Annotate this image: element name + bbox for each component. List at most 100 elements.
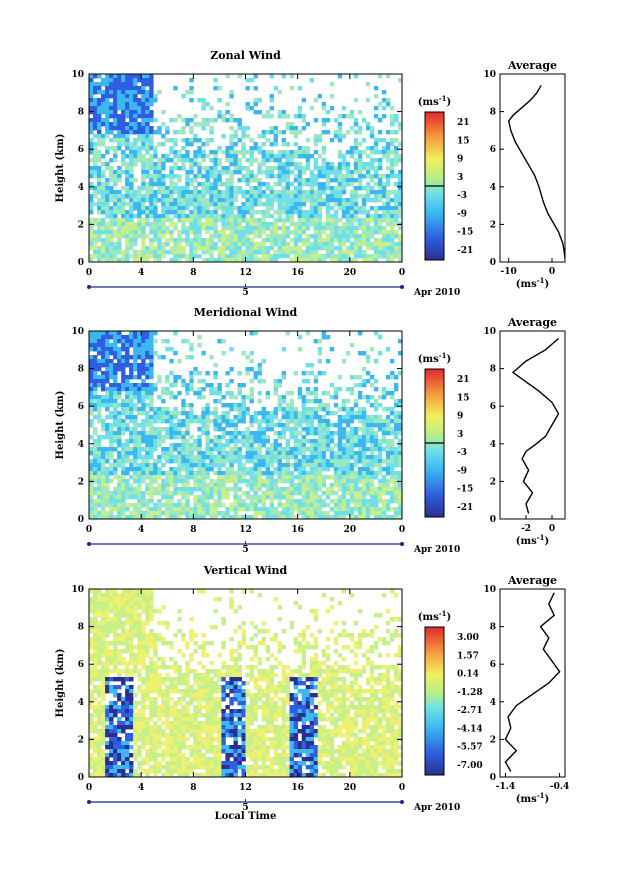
y-tick-label: 0: [78, 773, 84, 783]
date-day: 5: [242, 288, 248, 298]
y-tick-label: 6: [78, 402, 84, 412]
y-axis-label: Height (km): [55, 649, 66, 718]
colorbar-tick-label: -5.57: [457, 743, 483, 753]
colorbar: [425, 627, 444, 775]
x-tick-label: 0: [86, 525, 92, 535]
x-tick-label: 20: [344, 268, 357, 278]
colorbar-unit: (ms-1): [418, 351, 451, 365]
colorbar-tick-label: 1.57: [457, 651, 479, 661]
average-y-tick-label: 10: [483, 70, 496, 80]
x-tick-label: 16: [291, 268, 304, 278]
x-tick-label: 0: [86, 783, 92, 793]
colorbar-tick-label: 21: [457, 375, 470, 385]
y-tick-label: 2: [78, 477, 84, 487]
x-tick-label: 4: [138, 525, 144, 535]
average-frame: [500, 331, 565, 519]
y-tick-label: 8: [78, 108, 84, 118]
x-tick-label: 12: [239, 783, 252, 793]
x-axis-label: Local Time: [215, 811, 277, 822]
average-y-tick-label: 10: [483, 585, 496, 595]
x-tick-label: 4: [138, 268, 144, 278]
average-title: Average: [507, 316, 557, 329]
panel-title: Meridional Wind: [194, 306, 298, 319]
x-tick-label: 0: [86, 268, 92, 278]
colorbar-tick-label: -9: [457, 209, 467, 219]
date-label: Apr 2010: [413, 288, 460, 298]
colorbar-tick-label: 15: [457, 393, 470, 403]
colorbar-tick-label: -21: [457, 246, 473, 256]
average-title: Average: [507, 59, 557, 72]
y-tick-label: 2: [78, 220, 84, 230]
y-tick-label: 8: [78, 623, 84, 633]
date-label: Apr 2010: [413, 545, 460, 555]
x-tick-label: 20: [344, 525, 357, 535]
colorbar-tick-label: -15: [457, 485, 473, 495]
average-frame: [500, 589, 565, 777]
colorbar-unit: (ms-1): [418, 94, 451, 108]
date-line-start: [87, 285, 91, 289]
average-x-label: (ms-1): [516, 533, 549, 547]
x-tick-label: 8: [190, 525, 196, 535]
panel-title: Zonal Wind: [210, 49, 281, 62]
y-tick-label: 4: [78, 440, 84, 450]
colorbar-tick-label: -21: [457, 503, 473, 513]
average-y-tick-label: 8: [490, 365, 496, 375]
y-axis-label: Height (km): [55, 134, 66, 203]
average-y-tick-label: 6: [490, 660, 496, 670]
x-tick-label: 20: [344, 783, 357, 793]
y-tick-label: 0: [78, 515, 84, 525]
x-tick-label: 0: [399, 268, 405, 278]
colorbar-tick-label: -1.28: [457, 688, 483, 698]
average-profile-line: [509, 85, 565, 258]
average-y-tick-label: 2: [490, 735, 496, 745]
average-x-tick-label: -0.4: [550, 782, 569, 792]
average-x-tick-label: -10: [501, 267, 517, 277]
x-tick-label: 0: [399, 783, 405, 793]
average-profile-line: [505, 593, 559, 772]
panel-title: Vertical Wind: [203, 564, 288, 577]
heatmap-field: [89, 331, 402, 519]
average-x-tick-label: 0: [549, 267, 555, 277]
y-tick-label: 2: [78, 735, 84, 745]
colorbar-unit: (ms-1): [418, 609, 451, 623]
average-x-tick-label: -2: [521, 524, 531, 534]
x-tick-label: 12: [239, 268, 252, 278]
colorbar-tick-label: 21: [457, 118, 470, 128]
x-tick-label: 16: [291, 783, 304, 793]
x-tick-label: 0: [399, 525, 405, 535]
y-tick-label: 6: [78, 145, 84, 155]
average-y-tick-label: 2: [490, 220, 496, 230]
average-y-tick-label: 0: [490, 258, 496, 268]
x-tick-label: 16: [291, 525, 304, 535]
average-y-tick-label: 6: [490, 402, 496, 412]
average-frame: [500, 74, 565, 262]
average-y-tick-label: 8: [490, 623, 496, 633]
colorbar-tick-label: -3: [457, 448, 467, 458]
colorbar-tick-label: 9: [457, 155, 463, 165]
average-profile-line: [513, 339, 559, 514]
average-y-tick-label: 4: [490, 698, 496, 708]
colorbar-tick-label: 3.00: [457, 633, 479, 643]
y-tick-label: 10: [71, 327, 84, 337]
date-day: 5: [242, 545, 248, 555]
average-y-tick-label: 0: [490, 515, 496, 525]
y-tick-label: 4: [78, 183, 84, 193]
average-y-tick-label: 10: [483, 327, 496, 337]
average-x-tick-label: -1.4: [496, 782, 515, 792]
y-tick-label: 10: [71, 585, 84, 595]
average-y-tick-label: 2: [490, 477, 496, 487]
x-tick-label: 12: [239, 525, 252, 535]
average-x-label: (ms-1): [516, 791, 549, 805]
heatmap-field: [89, 589, 402, 777]
y-tick-label: 10: [71, 70, 84, 80]
colorbar-tick-label: 0.14: [457, 670, 479, 680]
average-title: Average: [507, 574, 557, 587]
date-line-start: [87, 800, 91, 804]
colorbar-tick-label: -7.00: [457, 761, 483, 771]
average-x-tick-label: 0: [549, 524, 555, 534]
average-x-label: (ms-1): [516, 276, 549, 290]
average-y-tick-label: 8: [490, 108, 496, 118]
